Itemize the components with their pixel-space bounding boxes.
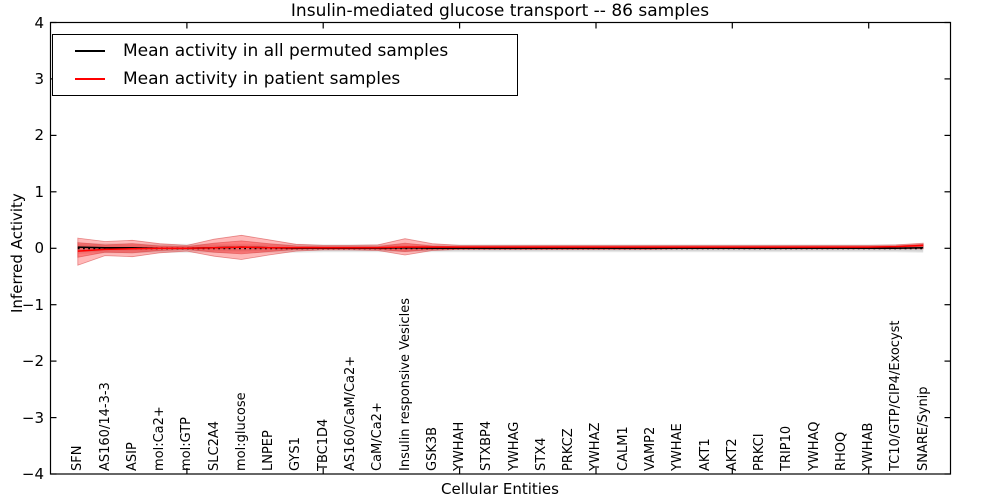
chart-title: Insulin-mediated glucose transport -- 86… (290, 1, 710, 21)
x-category-label: VAMP2 (643, 426, 658, 471)
x-category-label: RHOQ (833, 431, 849, 471)
x-category-label: YWHAZ (588, 422, 604, 471)
legend-box: Mean activity in all permuted samples Me… (52, 34, 518, 96)
y-tick-label: 0 (34, 239, 44, 258)
y-tick-label: −4 (21, 465, 44, 483)
patient-line-swatch (75, 78, 105, 80)
x-category-label: mol:Ca2+ (152, 406, 168, 471)
x-category-label: YWHAH (452, 421, 468, 471)
y-tick-label: 1 (34, 182, 44, 201)
legend-entry-patient: Mean activity in patient samples (53, 65, 517, 93)
y-tick-label: −3 (21, 408, 44, 427)
x-axis-label: Cellular Entities (441, 480, 559, 498)
x-category-label: SLC2A4 (206, 420, 222, 471)
x-category-label: SFN (70, 445, 86, 471)
legend-label-patient: Mean activity in patient samples (123, 69, 401, 89)
x-category-label: GYS1 (288, 437, 304, 471)
x-category-label: TC10/GTP/CIP4/Exocyst (888, 320, 904, 471)
x-category-label: TBC1D4 (315, 418, 331, 471)
x-category-label: STXBP4 (479, 420, 495, 471)
x-category-label: CaM/Ca2+ (370, 402, 386, 471)
y-tick-label: 2 (34, 126, 44, 145)
y-tick-label: −1 (21, 295, 44, 314)
x-category-label: LNPEP (261, 430, 277, 471)
x-category-label: AKT1 (697, 438, 713, 471)
x-category-label: STX4 (533, 437, 549, 471)
x-category-label: TRIP10 (779, 425, 795, 471)
x-category-label: YWHAB (861, 422, 877, 471)
x-category-label: AS160/14-3-3 (97, 382, 113, 471)
x-category-label: Insulin responsive Vesicles (397, 298, 413, 471)
x-category-label: AKT2 (724, 438, 740, 471)
permuted-line-swatch (75, 50, 105, 52)
x-category-label: GSK3B (424, 426, 440, 471)
x-category-label: CALM1 (615, 426, 631, 471)
y-tick-label: −2 (21, 352, 44, 371)
legend-entry-permuted: Mean activity in all permuted samples (53, 37, 517, 65)
legend-label-permuted: Mean activity in all permuted samples (123, 41, 449, 61)
x-category-label: YWHAQ (806, 421, 822, 471)
y-tick-label: 4 (34, 13, 44, 32)
x-category-label: mol:glucose (233, 392, 249, 471)
y-tick-label: 3 (34, 69, 44, 88)
x-category-label: PRKCZ (561, 428, 577, 471)
x-category-label: ASIP (124, 442, 140, 471)
x-category-label: mol:GTP (179, 417, 195, 471)
x-category-label: PRKCI (752, 433, 768, 471)
x-category-label: SNARE/Synip (915, 386, 931, 471)
x-category-label: YWHAE (670, 423, 686, 471)
patient-range-outer-band (77, 234, 924, 266)
x-category-label: AS160/CaM/Ca2+ (343, 355, 358, 471)
patient-mean-line (77, 244, 924, 252)
x-category-label: YWHAG (506, 421, 522, 471)
